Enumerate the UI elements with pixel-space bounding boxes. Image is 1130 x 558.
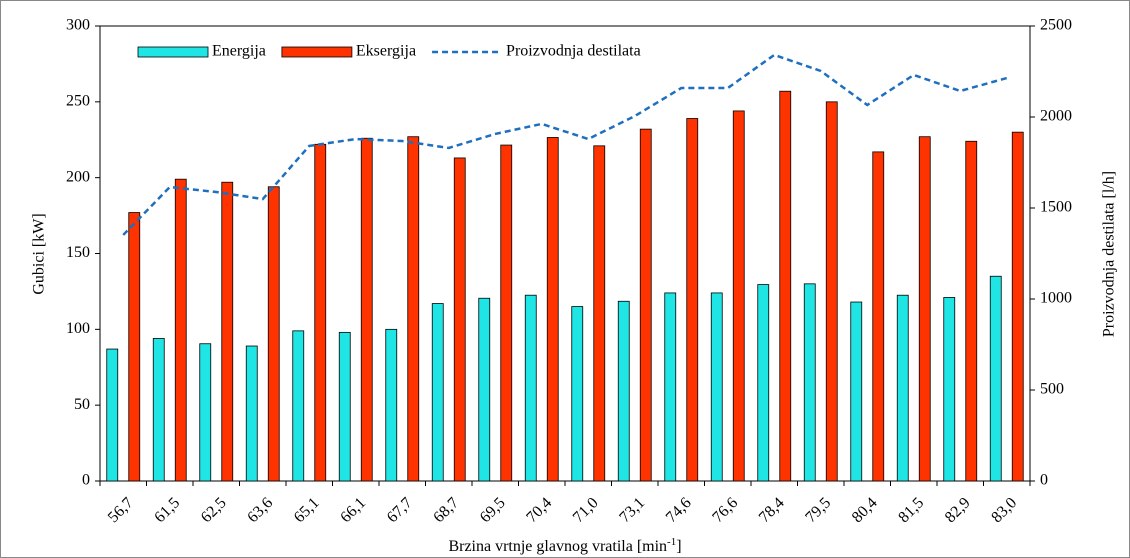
bar xyxy=(989,275,1002,482)
bar xyxy=(1011,131,1024,482)
bar xyxy=(872,151,885,482)
bar xyxy=(896,294,909,482)
bar xyxy=(664,292,677,482)
bar xyxy=(918,136,931,482)
bar xyxy=(850,301,863,482)
bar xyxy=(710,292,723,482)
bar xyxy=(267,186,280,482)
y2-axis-label: Proizvodnja destilata [l/h] xyxy=(1101,171,1118,337)
y-tick-label: 250 xyxy=(66,93,90,110)
bar xyxy=(546,137,559,482)
x-label-sup: -1 xyxy=(667,536,676,548)
y-tick-label: 0 xyxy=(82,472,90,489)
bar xyxy=(152,338,165,482)
bar xyxy=(943,297,956,482)
bar xyxy=(500,144,513,482)
y-tick-label: 50 xyxy=(74,396,90,413)
bar xyxy=(431,303,444,482)
y-tick-label: 300 xyxy=(66,17,90,34)
y2-tick-label: 2500 xyxy=(1040,17,1072,34)
bar xyxy=(174,178,187,482)
y2-tick-label: 2000 xyxy=(1040,108,1072,125)
bar xyxy=(338,331,351,482)
bar xyxy=(639,128,652,482)
y-tick-label: 100 xyxy=(66,320,90,337)
bar xyxy=(617,300,630,482)
x-axis-label: Brzina vrtnje glavnog vratila [min-1] xyxy=(448,536,681,555)
bar xyxy=(292,330,305,482)
y2-tick-label: 0 xyxy=(1040,472,1048,489)
legend-label: Proizvodnja destilata xyxy=(506,43,641,60)
bar xyxy=(199,343,212,482)
bar xyxy=(453,157,466,482)
bar xyxy=(732,110,745,482)
bar xyxy=(965,140,978,482)
bar xyxy=(478,297,491,482)
bar xyxy=(128,212,141,482)
bar xyxy=(407,136,420,482)
bar xyxy=(803,283,816,482)
bar xyxy=(385,328,398,482)
y-tick-label: 200 xyxy=(66,168,90,185)
line xyxy=(122,53,1008,236)
y-axis-label: Gubici [kW] xyxy=(31,213,48,294)
bar xyxy=(360,137,373,482)
bar xyxy=(245,345,258,482)
legend-label: Eksergija xyxy=(356,43,416,60)
bar xyxy=(314,143,327,482)
y-tick-label: 150 xyxy=(66,244,90,261)
legend-swatch xyxy=(137,46,209,58)
legend-swatch xyxy=(281,46,353,58)
bar xyxy=(757,284,770,482)
bar xyxy=(686,118,699,482)
bar xyxy=(593,145,606,482)
bar xyxy=(571,306,584,482)
bar xyxy=(825,101,838,482)
y2-tick-label: 1500 xyxy=(1040,199,1072,216)
bar xyxy=(524,294,537,482)
bar xyxy=(221,181,234,482)
legend-label: Energija xyxy=(212,43,266,60)
bar xyxy=(106,348,119,482)
x-label-end: ] xyxy=(676,538,681,555)
bar xyxy=(779,90,792,482)
x-label-text: Brzina vrtnje glavnog vratila [min xyxy=(448,538,667,555)
y2-tick-label: 500 xyxy=(1040,381,1064,398)
y2-tick-label: 1000 xyxy=(1040,290,1072,307)
